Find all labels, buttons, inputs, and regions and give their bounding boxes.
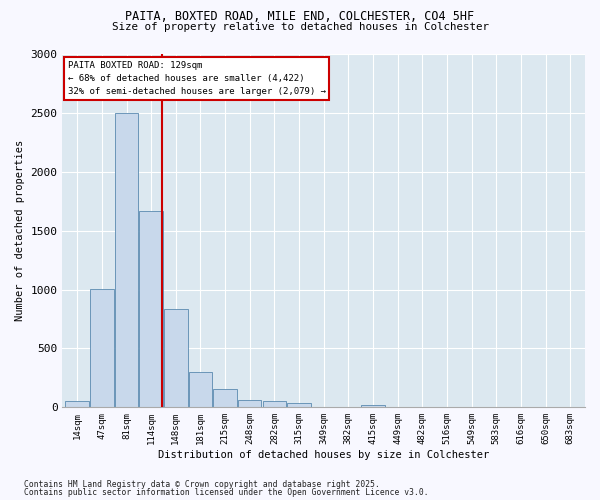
Bar: [90, 289, 113, 408]
Bar: [214, 389, 237, 407]
Bar: [115, 113, 138, 408]
Text: Contains public sector information licensed under the Open Government Licence v3: Contains public sector information licen…: [24, 488, 428, 497]
Y-axis label: Number of detached properties: Number of detached properties: [15, 140, 25, 322]
Text: Contains HM Land Registry data © Crown copyright and database right 2025.: Contains HM Land Registry data © Crown c…: [24, 480, 380, 489]
Bar: [238, 400, 262, 407]
Bar: [287, 403, 311, 407]
Text: Size of property relative to detached houses in Colchester: Size of property relative to detached ho…: [112, 22, 488, 32]
Bar: [361, 405, 385, 407]
X-axis label: Distribution of detached houses by size in Colchester: Distribution of detached houses by size …: [158, 450, 490, 460]
Bar: [263, 402, 286, 407]
Bar: [139, 210, 163, 408]
Bar: [189, 372, 212, 408]
Bar: [65, 401, 89, 407]
Text: PAITA BOXTED ROAD: 129sqm
← 68% of detached houses are smaller (4,422)
32% of se: PAITA BOXTED ROAD: 129sqm ← 68% of detac…: [68, 61, 326, 96]
Bar: [164, 309, 188, 408]
Text: PAITA, BOXTED ROAD, MILE END, COLCHESTER, CO4 5HF: PAITA, BOXTED ROAD, MILE END, COLCHESTER…: [125, 10, 475, 23]
